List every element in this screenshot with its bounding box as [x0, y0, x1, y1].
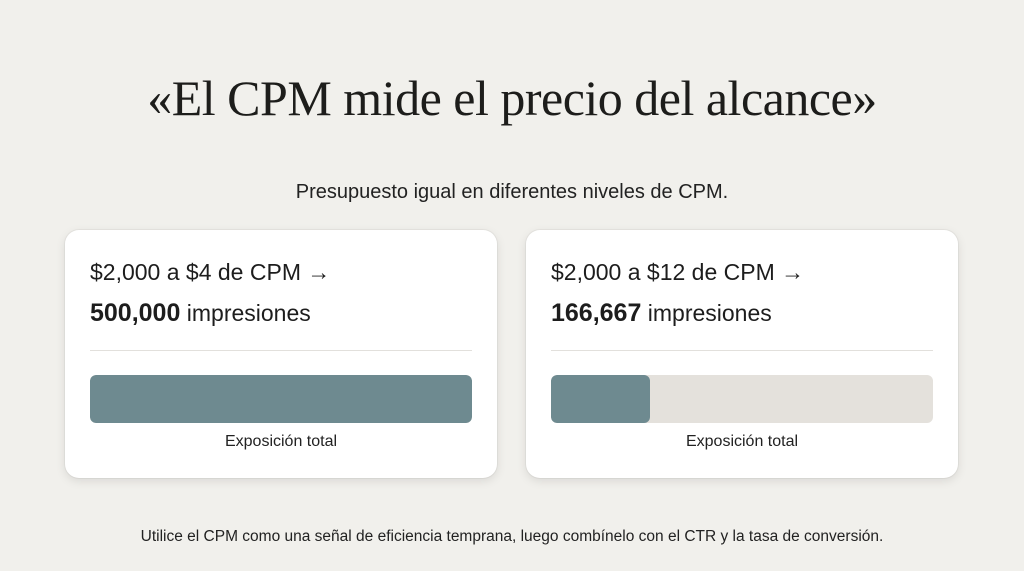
card-divider: [90, 350, 472, 351]
page-subtitle: Presupuesto igual en diferentes niveles …: [295, 181, 729, 203]
card-budget-cpm-text: $2,000 a $12 de CPM →: [551, 259, 805, 285]
exposure-bar-label: Exposición total: [685, 433, 799, 450]
card-impressions-text: 500,000 impresiones: [90, 298, 311, 328]
card-budget-cpm-text: $2,000 a $4 de CPM →: [90, 259, 331, 285]
exposure-bar-track: [90, 375, 472, 423]
impressions-count: 166,667: [551, 299, 642, 327]
footer-note: Utilice el CPM como una señal de eficien…: [140, 528, 884, 545]
cpm-card-low: $2,000 a $4 de CPM → 500,000 impresiones…: [65, 230, 497, 478]
card-impressions-text: 166,667 impresiones: [551, 298, 772, 328]
exposure-bar-label: Exposición total: [224, 433, 338, 450]
exposure-bar-fill: [90, 375, 472, 423]
impressions-suffix: impresiones: [180, 300, 311, 326]
impressions-count: 500,000: [90, 299, 181, 327]
card-divider: [551, 350, 933, 351]
page-title: «El CPM mide el precio del alcance»: [147, 70, 877, 126]
cpm-card-high: $2,000 a $12 de CPM → 166,667 impresione…: [526, 230, 958, 478]
exposure-bar-fill: [551, 375, 650, 423]
exposure-bar-track: [551, 375, 933, 423]
impressions-suffix: impresiones: [641, 300, 772, 326]
